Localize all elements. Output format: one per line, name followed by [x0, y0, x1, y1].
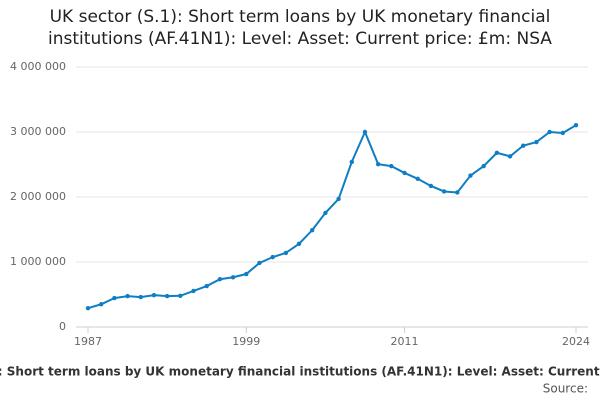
point	[310, 227, 315, 233]
point	[521, 143, 526, 148]
x-tick-label: 2024	[562, 335, 590, 348]
point	[415, 176, 420, 181]
point	[257, 260, 262, 266]
point	[283, 250, 289, 256]
point	[178, 293, 183, 298]
point	[112, 295, 117, 301]
y-tick-label: 4 000 000	[10, 60, 66, 73]
point	[244, 271, 249, 277]
point	[164, 293, 170, 299]
caption: UK sector (S.1): Short term loans by UK …	[0, 365, 600, 379]
point	[455, 190, 460, 195]
point	[375, 161, 381, 167]
point	[217, 277, 223, 282]
x-tick-label: 1987	[74, 335, 102, 348]
point	[441, 189, 447, 194]
point	[428, 183, 434, 189]
point	[389, 163, 394, 169]
x-tick-label: 2011	[391, 335, 419, 348]
point	[85, 305, 91, 311]
point	[534, 139, 539, 145]
chart-title: UK sector (S.1): Short term loans by UK …	[48, 7, 552, 49]
y-tick-label: 3 000 000	[10, 125, 66, 138]
point	[481, 163, 486, 169]
point	[468, 173, 473, 178]
point	[494, 150, 500, 155]
source: Source:	[543, 382, 588, 396]
y-tick-label: 0	[59, 320, 66, 333]
point	[296, 241, 302, 246]
point	[138, 294, 143, 300]
point	[507, 154, 513, 159]
point	[204, 283, 209, 289]
point	[336, 196, 341, 202]
x-tick-label: 1999	[232, 335, 260, 348]
point	[547, 129, 552, 135]
point	[402, 170, 407, 176]
point	[362, 129, 368, 135]
point	[270, 254, 275, 260]
point	[349, 159, 354, 165]
point	[191, 288, 196, 294]
line	[87, 124, 577, 310]
y-tick-label: 1 000 000	[10, 255, 66, 268]
point	[323, 210, 328, 216]
y-tick-label: 2 000 000	[10, 190, 66, 203]
point	[560, 130, 566, 136]
point	[98, 302, 104, 307]
point	[151, 292, 157, 298]
point	[125, 293, 130, 299]
point	[573, 122, 579, 128]
point	[230, 275, 236, 280]
